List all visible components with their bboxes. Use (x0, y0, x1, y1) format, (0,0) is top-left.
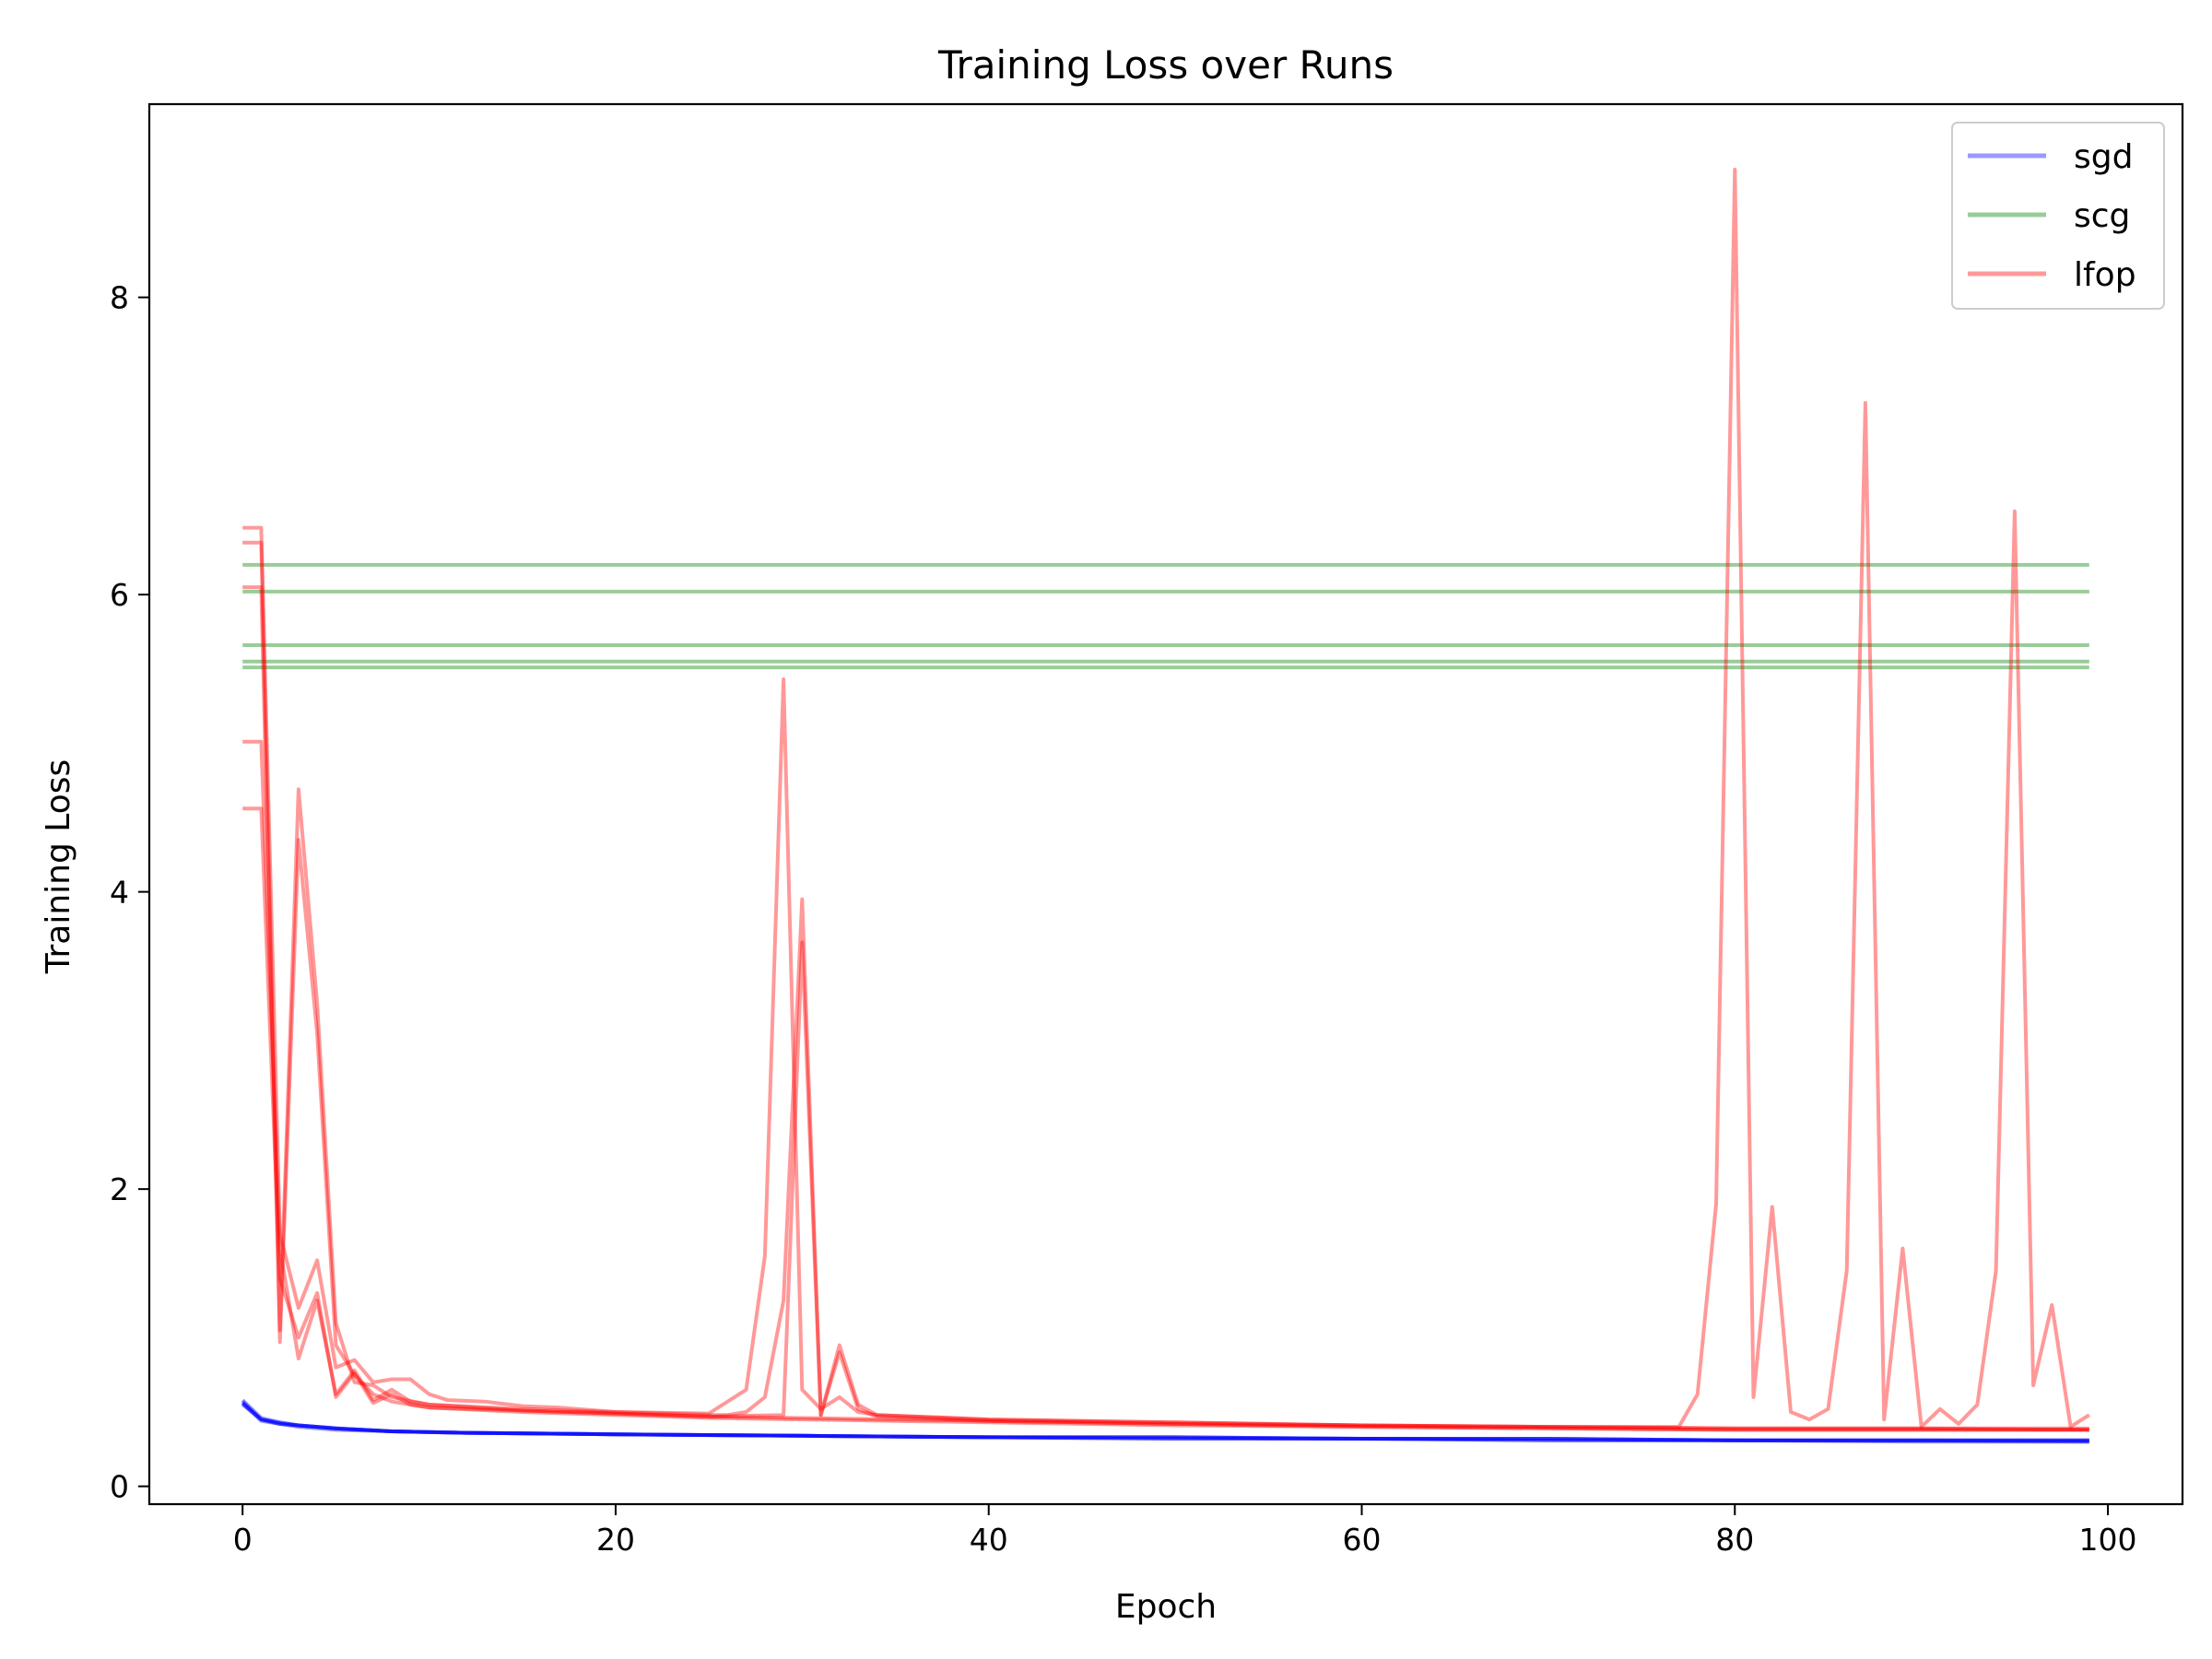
series-line-sgd-run-2 (241, 1398, 2089, 1442)
x-axis-label: Epoch (1115, 1588, 1217, 1626)
y-tick-label: 2 (110, 1171, 129, 1207)
y-tick-label: 8 (110, 280, 129, 316)
x-tick-label: 80 (1715, 1522, 1754, 1558)
legend-label-scg: scg (2074, 197, 2130, 235)
y-axis-ticks: 0 2 4 6 8 (110, 280, 149, 1505)
x-tick-label: 0 (233, 1522, 253, 1558)
plot-lines (241, 168, 2090, 1444)
legend-label-lfop: lfop (2074, 256, 2136, 294)
series-line-lfop-run-12 (242, 540, 2089, 1430)
x-tick-label: 60 (1343, 1522, 1382, 1558)
series-line-sgd-run-4 (241, 1401, 2089, 1444)
series-line-sgd-run-5 (241, 1403, 2089, 1442)
y-tick-label: 4 (110, 875, 129, 911)
plot-frame (147, 102, 2184, 1506)
x-tick-label: 40 (970, 1522, 1008, 1558)
x-axis-ticks: 0 20 40 60 80 100 (233, 1504, 2137, 1558)
y-axis-label: Training Loss (40, 759, 77, 974)
series-line-sgd-run-3 (241, 1400, 2089, 1444)
legend-box (1951, 122, 2165, 310)
series-line-lfop-run-13 (242, 585, 2089, 1432)
y-tick-label: 0 (110, 1469, 129, 1505)
series-line-lfop-run-11 (242, 168, 2090, 1430)
chart-title: Training Loss over Runs (937, 42, 1394, 88)
y-tick-label: 6 (110, 577, 129, 613)
series-line-lfop-run-14 (242, 739, 2089, 1432)
legend-label-sgd: sgd (2074, 138, 2133, 176)
legend: sgd scg lfop (1951, 122, 2165, 310)
x-tick-label: 100 (2079, 1522, 2137, 1558)
series-line-sgd-run-1 (241, 1401, 2089, 1442)
series-line-lfop-run-15 (242, 806, 2089, 1432)
x-tick-label: 20 (596, 1522, 635, 1558)
